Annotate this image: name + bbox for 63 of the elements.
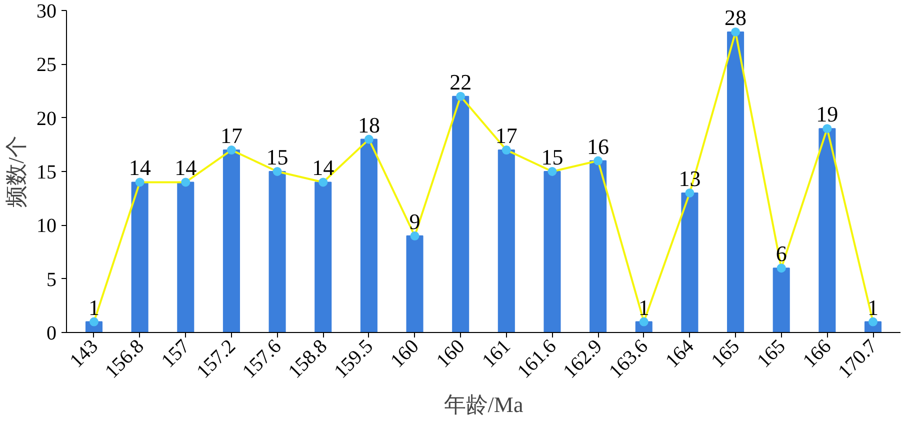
x-tick-label: 143 xyxy=(66,335,102,372)
x-tick-label: 165 xyxy=(753,335,790,372)
point xyxy=(410,231,420,240)
x-axis-title: 年龄/Ma xyxy=(444,392,524,418)
data-label: 15 xyxy=(266,144,288,170)
x-tick-label: 160 xyxy=(432,335,470,372)
data-label: 1 xyxy=(868,294,879,320)
bar xyxy=(498,150,515,332)
y-axis-title: 频数/个 xyxy=(4,135,28,208)
data-label: 1 xyxy=(638,294,650,320)
y-tick-label: 30 xyxy=(36,0,56,22)
x-tick-label: 166 xyxy=(798,335,836,372)
y-tick-label: 10 xyxy=(36,215,56,238)
data-label: 22 xyxy=(450,69,472,94)
bar xyxy=(590,160,607,332)
data-label: 17 xyxy=(220,123,242,148)
bar xyxy=(681,192,698,332)
y-tick-label: 15 xyxy=(36,162,56,184)
bar xyxy=(131,182,148,332)
bar xyxy=(406,235,424,332)
data-label: 1 xyxy=(88,294,100,320)
point xyxy=(594,156,603,166)
bar xyxy=(772,268,790,332)
x-tick-label: 161 xyxy=(478,335,515,372)
bar xyxy=(268,171,286,332)
point xyxy=(822,124,832,134)
point xyxy=(731,27,740,36)
point xyxy=(318,178,328,187)
data-label: 19 xyxy=(816,102,838,127)
data-label: 17 xyxy=(495,123,518,148)
data-label: 15 xyxy=(541,144,564,170)
bar xyxy=(544,171,561,332)
bar xyxy=(452,96,470,332)
y-tick-label: 25 xyxy=(36,54,56,76)
y-tick-label: 0 xyxy=(46,322,56,344)
point xyxy=(548,167,557,176)
bar xyxy=(360,138,378,332)
data-label: 28 xyxy=(724,4,747,30)
bar xyxy=(177,182,194,332)
bar xyxy=(727,31,744,332)
point xyxy=(272,167,282,176)
point xyxy=(502,146,511,155)
data-label: 16 xyxy=(587,134,610,159)
data-label: 14 xyxy=(128,155,151,180)
bar xyxy=(818,128,836,332)
x-tick-label: 164 xyxy=(661,335,698,372)
point xyxy=(181,178,190,187)
point xyxy=(456,92,466,101)
x-tick-label: 165 xyxy=(707,335,744,372)
x-tick-label: 160 xyxy=(386,335,424,372)
y-tick-label: 20 xyxy=(36,108,56,130)
data-label: 14 xyxy=(174,155,197,180)
bar xyxy=(314,182,332,332)
point xyxy=(364,134,374,144)
point xyxy=(226,146,236,155)
point xyxy=(135,178,144,187)
bar xyxy=(222,150,240,332)
point xyxy=(776,264,786,273)
x-tick-label: 157 xyxy=(157,335,194,372)
data-label: 18 xyxy=(358,112,380,138)
data-label: 9 xyxy=(409,208,420,234)
data-label: 14 xyxy=(312,155,334,180)
y-tick-label: 5 xyxy=(46,268,56,291)
